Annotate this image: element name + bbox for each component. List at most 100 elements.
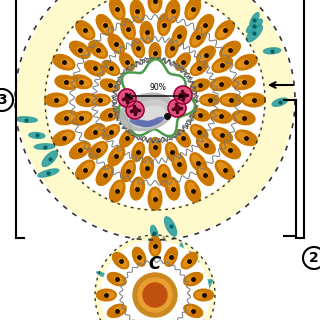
Ellipse shape — [183, 259, 192, 267]
Ellipse shape — [238, 133, 249, 140]
Ellipse shape — [83, 163, 92, 172]
Ellipse shape — [64, 79, 75, 86]
Ellipse shape — [84, 124, 105, 139]
Ellipse shape — [148, 0, 162, 13]
Ellipse shape — [55, 75, 78, 90]
Circle shape — [118, 89, 136, 107]
Ellipse shape — [77, 47, 88, 56]
Circle shape — [126, 101, 144, 119]
Ellipse shape — [166, 254, 173, 264]
Ellipse shape — [89, 41, 108, 58]
Ellipse shape — [242, 93, 265, 107]
Ellipse shape — [235, 79, 246, 86]
Ellipse shape — [193, 127, 201, 134]
Ellipse shape — [213, 81, 223, 88]
Ellipse shape — [232, 75, 255, 90]
Ellipse shape — [137, 107, 165, 124]
Ellipse shape — [235, 114, 246, 121]
Ellipse shape — [157, 14, 171, 36]
Ellipse shape — [121, 18, 135, 39]
Ellipse shape — [55, 110, 78, 125]
Ellipse shape — [190, 153, 206, 172]
Ellipse shape — [272, 98, 287, 106]
Ellipse shape — [16, 117, 37, 122]
Ellipse shape — [187, 273, 197, 286]
Ellipse shape — [193, 66, 201, 73]
Ellipse shape — [135, 120, 149, 125]
Ellipse shape — [161, 22, 167, 33]
Circle shape — [95, 235, 215, 320]
Ellipse shape — [128, 100, 170, 128]
Ellipse shape — [149, 236, 161, 256]
Ellipse shape — [210, 77, 232, 91]
Text: 90%: 90% — [149, 83, 166, 92]
Ellipse shape — [104, 292, 114, 298]
Ellipse shape — [145, 120, 159, 126]
Ellipse shape — [137, 254, 143, 264]
Ellipse shape — [109, 0, 125, 20]
Ellipse shape — [193, 288, 205, 291]
Ellipse shape — [153, 244, 156, 262]
Ellipse shape — [232, 110, 255, 125]
Ellipse shape — [190, 79, 210, 92]
Ellipse shape — [165, 38, 178, 58]
Ellipse shape — [186, 307, 196, 313]
Ellipse shape — [188, 6, 196, 17]
Ellipse shape — [118, 259, 127, 267]
Ellipse shape — [96, 144, 105, 153]
Ellipse shape — [190, 28, 206, 47]
Ellipse shape — [151, 117, 164, 125]
Ellipse shape — [102, 22, 111, 33]
Ellipse shape — [196, 165, 214, 185]
Ellipse shape — [96, 15, 113, 35]
Ellipse shape — [194, 296, 204, 303]
Ellipse shape — [202, 97, 212, 103]
Ellipse shape — [76, 21, 95, 40]
Ellipse shape — [190, 60, 208, 76]
Ellipse shape — [107, 273, 126, 286]
Ellipse shape — [70, 111, 92, 125]
Ellipse shape — [165, 0, 180, 23]
Ellipse shape — [100, 108, 119, 121]
Ellipse shape — [151, 238, 154, 253]
Ellipse shape — [132, 38, 144, 58]
Ellipse shape — [191, 299, 204, 304]
Ellipse shape — [215, 21, 234, 40]
Ellipse shape — [197, 318, 209, 320]
Ellipse shape — [96, 165, 113, 185]
Ellipse shape — [130, 254, 134, 263]
Ellipse shape — [98, 97, 108, 103]
Ellipse shape — [163, 236, 167, 252]
Ellipse shape — [165, 142, 178, 162]
Ellipse shape — [184, 273, 203, 286]
Ellipse shape — [92, 66, 102, 74]
Ellipse shape — [185, 0, 200, 20]
Ellipse shape — [172, 153, 186, 174]
Ellipse shape — [164, 217, 177, 236]
Ellipse shape — [199, 22, 208, 33]
Ellipse shape — [76, 160, 95, 179]
Ellipse shape — [210, 109, 232, 123]
Circle shape — [101, 241, 209, 320]
Ellipse shape — [161, 167, 167, 178]
Ellipse shape — [190, 124, 208, 140]
Ellipse shape — [102, 167, 111, 178]
Text: 3: 3 — [0, 93, 7, 107]
Ellipse shape — [130, 177, 144, 200]
Ellipse shape — [152, 50, 158, 60]
Ellipse shape — [198, 280, 212, 284]
Ellipse shape — [132, 247, 146, 266]
Ellipse shape — [108, 146, 124, 166]
Ellipse shape — [193, 111, 202, 117]
Circle shape — [168, 99, 186, 117]
Ellipse shape — [115, 277, 124, 284]
Ellipse shape — [149, 241, 157, 250]
Ellipse shape — [132, 142, 144, 162]
Ellipse shape — [149, 239, 163, 250]
Ellipse shape — [109, 180, 125, 202]
Ellipse shape — [109, 66, 117, 73]
Ellipse shape — [69, 142, 90, 159]
Ellipse shape — [170, 253, 173, 261]
Ellipse shape — [151, 226, 158, 240]
Ellipse shape — [61, 133, 72, 140]
